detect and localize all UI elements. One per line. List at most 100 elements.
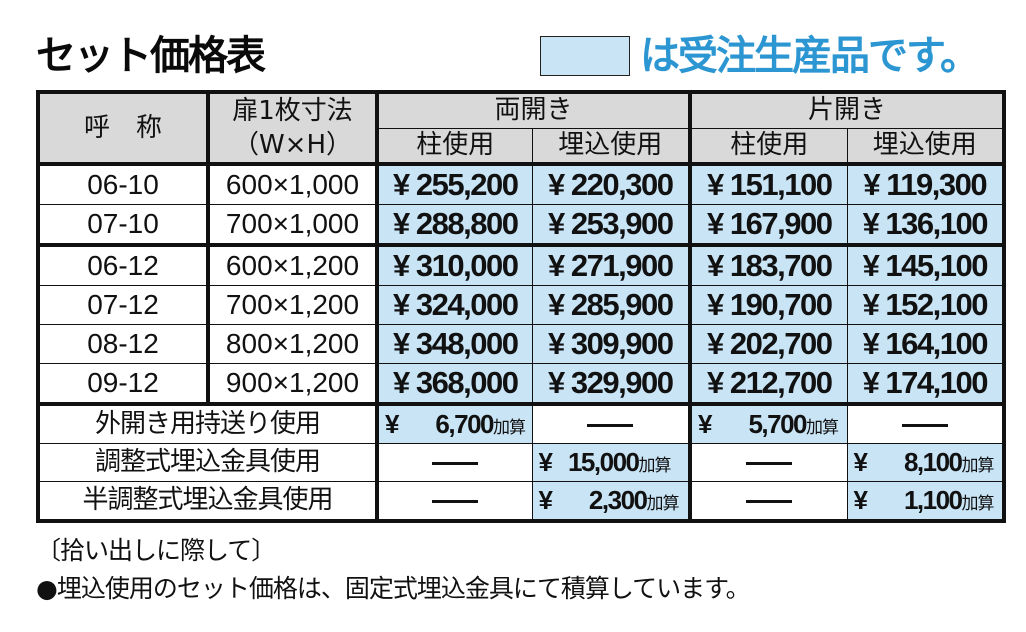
row-name: 09-12 bbox=[36, 363, 209, 406]
price-single-post: ¥ 151,100 bbox=[688, 163, 848, 205]
addon-amount: 5,700 bbox=[748, 409, 807, 439]
notes-bullet: ●埋込使用のセット価格は、固定式埋込金具にて積算しています。 bbox=[36, 574, 751, 603]
dash-icon bbox=[432, 500, 479, 503]
page-title: セット価格表 bbox=[36, 33, 266, 79]
not-applicable-dash bbox=[375, 481, 533, 523]
header-single-door: 片開き bbox=[688, 90, 1007, 129]
price-single-post: ¥ 212,700 bbox=[688, 363, 848, 406]
addon-unit: 加算 bbox=[961, 456, 995, 475]
price-single-post: ¥ 167,900 bbox=[688, 204, 848, 247]
set-price-table: 呼 称 扉1枚寸法 （W×H） 両開き 片開き 柱使用 埋込使用 柱使用 埋込使… bbox=[36, 90, 1007, 523]
header-size-line1: 扉1枚寸法 bbox=[232, 96, 353, 126]
price-double-post: ¥ 310,000 bbox=[375, 244, 533, 286]
price-double-post: ¥ 324,000 bbox=[375, 285, 533, 325]
yen-sign: ¥ bbox=[538, 485, 553, 515]
price-single-post: ¥ 202,700 bbox=[688, 324, 848, 364]
price-double-embed: ¥ 329,900 bbox=[531, 363, 691, 406]
row-size: 600×1,200 bbox=[206, 244, 378, 286]
yen-sign: ¥ bbox=[385, 409, 399, 439]
dash-icon bbox=[746, 500, 793, 503]
table-row: 06-10 600×1,000 ¥ 255,200 ¥ 220,300 ¥ 15… bbox=[36, 163, 1007, 205]
addon-price-double-embed: ¥2,300加算 bbox=[531, 481, 691, 523]
row-name: 07-10 bbox=[36, 204, 209, 247]
table-row: 09-12 900×1,200 ¥ 368,000 ¥ 329,900 ¥ 21… bbox=[36, 363, 1007, 406]
table-row: 07-10 700×1,000 ¥ 288,800 ¥ 253,900 ¥ 16… bbox=[36, 204, 1007, 247]
header-name: 呼 称 bbox=[36, 90, 209, 166]
price-double-embed: ¥ 220,300 bbox=[531, 163, 691, 205]
table-row: 08-12 800×1,200 ¥ 348,000 ¥ 309,900 ¥ 20… bbox=[36, 324, 1007, 364]
price-single-embed: ¥ 136,100 bbox=[846, 204, 1007, 247]
not-applicable-dash bbox=[688, 481, 848, 523]
addon-amount: 1,100 bbox=[903, 485, 963, 515]
addon-row: 半調整式埋込金具使用 ¥2,300加算 ¥1,100加算 bbox=[36, 481, 1007, 523]
table-row: 06-12 600×1,200 ¥ 310,000 ¥ 271,900 ¥ 18… bbox=[36, 244, 1007, 286]
price-single-embed: ¥ 145,100 bbox=[846, 244, 1007, 286]
price-double-post: ¥ 368,000 bbox=[375, 363, 533, 406]
yen-sign: ¥ bbox=[853, 447, 868, 477]
not-applicable-dash bbox=[375, 443, 533, 482]
table-row: 07-12 700×1,200 ¥ 324,000 ¥ 285,900 ¥ 19… bbox=[36, 285, 1007, 325]
price-double-post: ¥ 288,800 bbox=[375, 204, 533, 247]
header-double-door: 両開き bbox=[374, 90, 691, 129]
addon-price-single-embed: ¥1,100加算 bbox=[846, 481, 1007, 523]
not-applicable-dash bbox=[688, 443, 848, 482]
price-double-embed: ¥ 271,900 bbox=[531, 244, 691, 286]
row-name: 08-12 bbox=[36, 324, 209, 364]
dash-icon bbox=[901, 424, 948, 427]
price-double-embed: ¥ 285,900 bbox=[531, 285, 691, 325]
notes-heading: 〔拾い出しに際して〕 bbox=[36, 536, 276, 565]
addon-unit: 加算 bbox=[638, 456, 672, 475]
price-single-embed: ¥ 164,100 bbox=[846, 324, 1007, 364]
yen-sign: ¥ bbox=[538, 447, 553, 477]
addon-price-double-post: ¥6,700加算 bbox=[375, 403, 533, 444]
addon-row: 調整式埋込金具使用 ¥15,000加算 ¥8,100加算 bbox=[36, 443, 1007, 482]
not-applicable-dash bbox=[531, 403, 691, 444]
price-double-embed: ¥ 309,900 bbox=[531, 324, 691, 364]
price-double-embed: ¥ 253,900 bbox=[531, 204, 691, 247]
row-size: 900×1,200 bbox=[206, 363, 378, 406]
legend-text: は受注生産品です。 bbox=[640, 33, 980, 79]
header-single-post: 柱使用 bbox=[688, 127, 848, 166]
addon-label: 半調整式埋込金具使用 bbox=[36, 481, 378, 523]
not-applicable-dash bbox=[846, 403, 1007, 444]
addon-price-double-embed: ¥15,000加算 bbox=[531, 443, 691, 482]
addon-amount: 15,000 bbox=[567, 447, 640, 477]
legend-color-swatch bbox=[540, 36, 630, 76]
price-single-post: ¥ 183,700 bbox=[688, 244, 848, 286]
header-double-post: 柱使用 bbox=[375, 127, 533, 166]
row-name: 06-12 bbox=[36, 244, 209, 286]
addon-price-single-post: ¥5,700加算 bbox=[688, 403, 848, 444]
addon-row: 外開き用持送り使用 ¥6,700加算 ¥5,700加算 bbox=[36, 403, 1007, 444]
addon-unit: 加算 bbox=[806, 418, 839, 437]
dash-icon bbox=[432, 462, 479, 465]
addon-label: 外開き用持送り使用 bbox=[36, 403, 378, 444]
notes: 〔拾い出しに際して〕 ●埋込使用のセット価格は、固定式埋込金具にて積算しています… bbox=[36, 532, 751, 608]
yen-sign: ¥ bbox=[853, 485, 868, 515]
row-size: 800×1,200 bbox=[206, 324, 378, 364]
header-size-line2: （W×H） bbox=[232, 130, 353, 160]
row-size: 700×1,200 bbox=[206, 285, 378, 325]
price-double-post: ¥ 348,000 bbox=[375, 324, 533, 364]
header-size: 扉1枚寸法 （W×H） bbox=[206, 90, 378, 166]
row-size: 600×1,000 bbox=[206, 163, 378, 205]
addon-amount: 6,700 bbox=[435, 409, 494, 439]
price-single-embed: ¥ 152,100 bbox=[846, 285, 1007, 325]
addon-price-single-embed: ¥8,100加算 bbox=[846, 443, 1007, 482]
yen-sign: ¥ bbox=[698, 409, 712, 439]
addon-unit: 加算 bbox=[646, 494, 680, 513]
addon-amount: 2,300 bbox=[588, 485, 648, 515]
addon-amount: 8,100 bbox=[903, 447, 963, 477]
price-single-post: ¥ 190,700 bbox=[688, 285, 848, 325]
dash-icon bbox=[746, 462, 793, 465]
price-single-embed: ¥ 119,300 bbox=[846, 163, 1007, 205]
row-name: 06-10 bbox=[36, 163, 209, 205]
header-single-embed: 埋込使用 bbox=[846, 127, 1007, 166]
addon-unit: 加算 bbox=[493, 418, 526, 437]
header-double-embed: 埋込使用 bbox=[531, 127, 691, 166]
row-size: 700×1,000 bbox=[206, 204, 378, 247]
dash-icon bbox=[587, 424, 634, 427]
price-double-post: ¥ 255,200 bbox=[375, 163, 533, 205]
row-name: 07-12 bbox=[36, 285, 209, 325]
price-single-embed: ¥ 174,100 bbox=[846, 363, 1007, 406]
addon-label: 調整式埋込金具使用 bbox=[36, 443, 378, 482]
